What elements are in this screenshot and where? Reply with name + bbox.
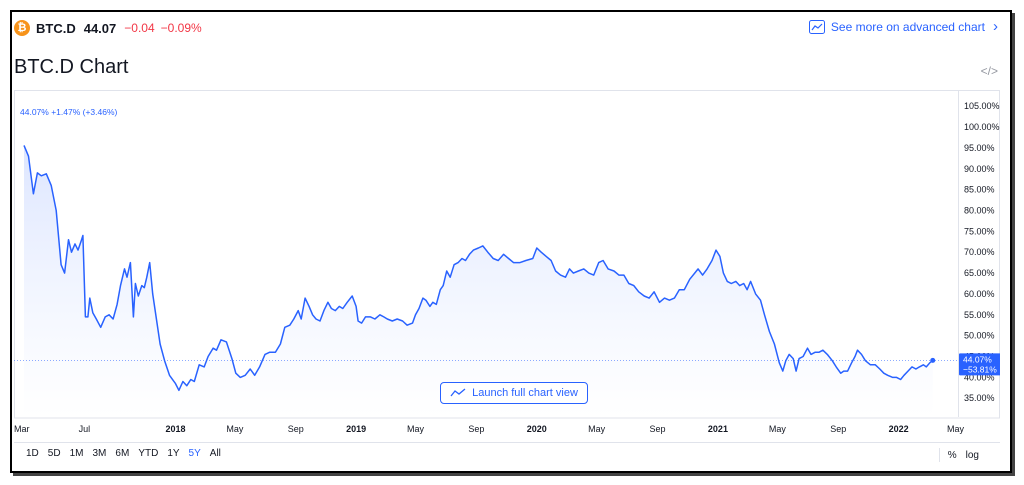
y-tick-label: 75.00% [964,226,995,236]
y-tick-label: 60.00% [964,289,995,299]
last-price: 44.07 [83,20,117,36]
x-tick-label: May [226,424,244,434]
x-tick-label: 2020 [527,424,547,434]
x-tick-label: Sep [830,424,846,434]
y-tick-label: 40.00% [964,372,995,382]
chart-icon [808,20,825,34]
x-tick-label: Mar [14,424,30,434]
chart-area[interactable]: 35.00%40.00%45.00%50.00%55.00%60.00%65.0… [14,90,1001,442]
x-tick-label: May [407,424,425,434]
y-tick-label: 90.00% [964,164,995,174]
range-selector: 1D 5D 1M 3M 6M YTD 1Y 5Y All [26,448,230,459]
range-button-1d[interactable]: 1D [26,448,39,459]
y-tick-label: 55.00% [964,310,995,320]
x-tick-label: 2022 [889,424,909,434]
range-button-1m[interactable]: 1M [69,448,84,459]
y-tick-label: 65.00% [964,268,995,278]
y-tick-label: 50.00% [964,331,995,341]
x-tick-label: May [588,424,606,434]
chart-toolbar: 1D 5D 1M 3M 6M YTD 1Y 5Y All % log [14,442,1000,465]
y-tick-label: 95.00% [964,143,995,153]
x-tick-label: 2019 [346,424,366,434]
y-tick-label: 100.00% [964,122,1000,132]
range-button-3m[interactable]: 3M [92,448,107,459]
x-tick-label: Sep [288,424,304,434]
x-tick-label: 2021 [708,424,728,434]
x-tick-label: May [769,424,787,434]
price-change: −0.04 [124,21,155,35]
y-tick-label: 85.00% [964,185,995,195]
y-tick-label: 70.00% [964,247,995,257]
log-scale-button[interactable]: log [965,449,979,461]
series-line-btc-d [23,145,934,392]
toolbar-divider [938,448,940,462]
x-tick-label: Sep [650,424,666,434]
last-point-marker [930,357,936,363]
range-button-1y[interactable]: 1Y [167,448,180,459]
last-value-badge [959,353,1001,376]
last-value-label: 44.07% [963,354,992,364]
page-title: BTC.D Chart [14,56,129,78]
range-button-6m[interactable]: 6M [115,448,130,459]
last-change-label: −53.81% [963,364,997,374]
x-tick-label: Sep [468,424,484,434]
x-tick-label: 2018 [165,424,185,434]
advanced-chart-link[interactable]: See more on advanced chart › [808,18,998,35]
price-change-percent: −0.09% [160,21,202,35]
chevron-right-icon: › [993,18,998,35]
plot-border [14,90,1000,419]
launch-full-chart-label: Launch full chart view [472,387,578,399]
range-button-ytd[interactable]: YTD [138,448,159,459]
y-tick-label: 105.00% [964,101,1000,111]
symbol-header: ₿ BTC.D 44.07 −0.04 −0.09% [14,16,208,40]
symbol-name[interactable]: BTC.D [36,20,76,36]
price-chart[interactable]: 35.00%40.00%45.00%50.00%55.00%60.00%65.0… [14,90,1001,442]
trend-line-icon [450,388,466,397]
series-area [24,145,933,417]
bitcoin-icon: ₿ [14,20,30,36]
range-button-5y[interactable]: 5Y [188,448,201,459]
scale-options: % log [938,448,988,462]
range-button-all[interactable]: All [209,448,221,459]
y-tick-label: 35.00% [964,393,995,403]
x-tick-label: Jul [79,424,91,434]
range-button-5d[interactable]: 5D [47,448,61,459]
embed-code-icon[interactable]: </> [980,64,998,78]
y-tick-label: 80.00% [964,205,995,215]
chart-info-label: 44.07% +1.47% (+3.46%) [20,107,118,117]
launch-full-chart-button[interactable]: Launch full chart view [440,382,588,404]
percent-scale-button[interactable]: % [947,449,957,461]
advanced-chart-label: See more on advanced chart [830,20,985,34]
x-tick-label: May [947,424,965,434]
